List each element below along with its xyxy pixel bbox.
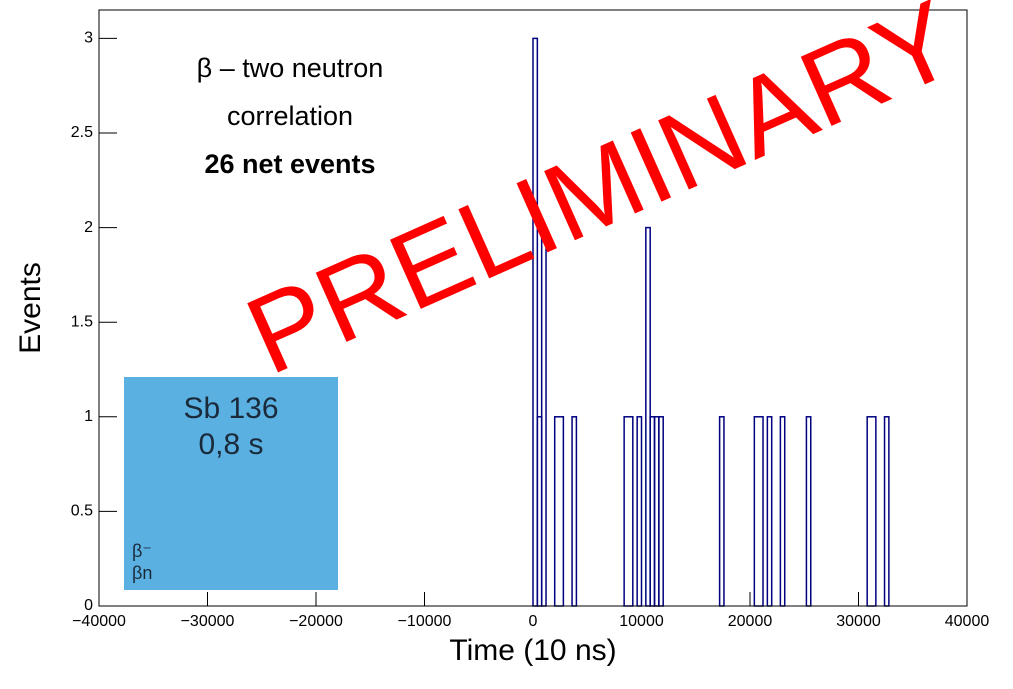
histogram-bar <box>553 416 565 607</box>
annotation: β – two neutron <box>197 53 384 83</box>
inset-label: 0,8 s <box>198 428 263 461</box>
x-axis-label: Time (10 ns) <box>449 634 616 667</box>
histogram-bar <box>805 416 812 607</box>
histogram-bar <box>883 416 890 607</box>
x-tick-label: 40000 <box>945 613 990 630</box>
histogram-bar <box>636 416 643 607</box>
histogram-bar <box>753 416 764 607</box>
y-axis-label: Events <box>14 262 47 354</box>
annotation: 26 net events <box>204 149 375 179</box>
histogram-bar <box>718 416 725 607</box>
x-tick-label: 10000 <box>619 613 664 630</box>
histogram-bar <box>766 416 773 607</box>
y-tick-label: 0.5 <box>71 503 93 520</box>
x-tick-label: −10000 <box>398 613 452 630</box>
x-tick-label: −30000 <box>181 613 235 630</box>
inset-label: βn <box>132 563 152 583</box>
histogram-bar <box>658 416 664 607</box>
x-tick-label: 30000 <box>836 613 881 630</box>
y-tick-label: 2.5 <box>71 124 93 141</box>
histogram-bar <box>779 416 786 607</box>
x-tick-label: 20000 <box>728 613 773 630</box>
inset-label: β⁻ <box>132 541 152 561</box>
y-tick-label: 1 <box>84 408 93 425</box>
plot-frame <box>98 9 968 607</box>
x-tick-label: −20000 <box>289 613 343 630</box>
y-tick-label: 0 <box>84 597 93 614</box>
y-tick-label: 3 <box>84 30 93 47</box>
x-tick-label: −40000 <box>72 613 126 630</box>
histogram-bar <box>571 416 578 607</box>
histogram-bar <box>623 416 634 607</box>
inset-box <box>124 377 338 590</box>
x-tick-label: 0 <box>529 613 538 630</box>
y-tick-label: 1.5 <box>71 313 93 330</box>
histogram-bar <box>540 226 547 607</box>
inset-label: Sb 136 <box>183 392 278 425</box>
y-tick-label: 2 <box>84 219 93 236</box>
histogram-bar <box>866 416 877 607</box>
annotation: correlation <box>227 101 353 131</box>
